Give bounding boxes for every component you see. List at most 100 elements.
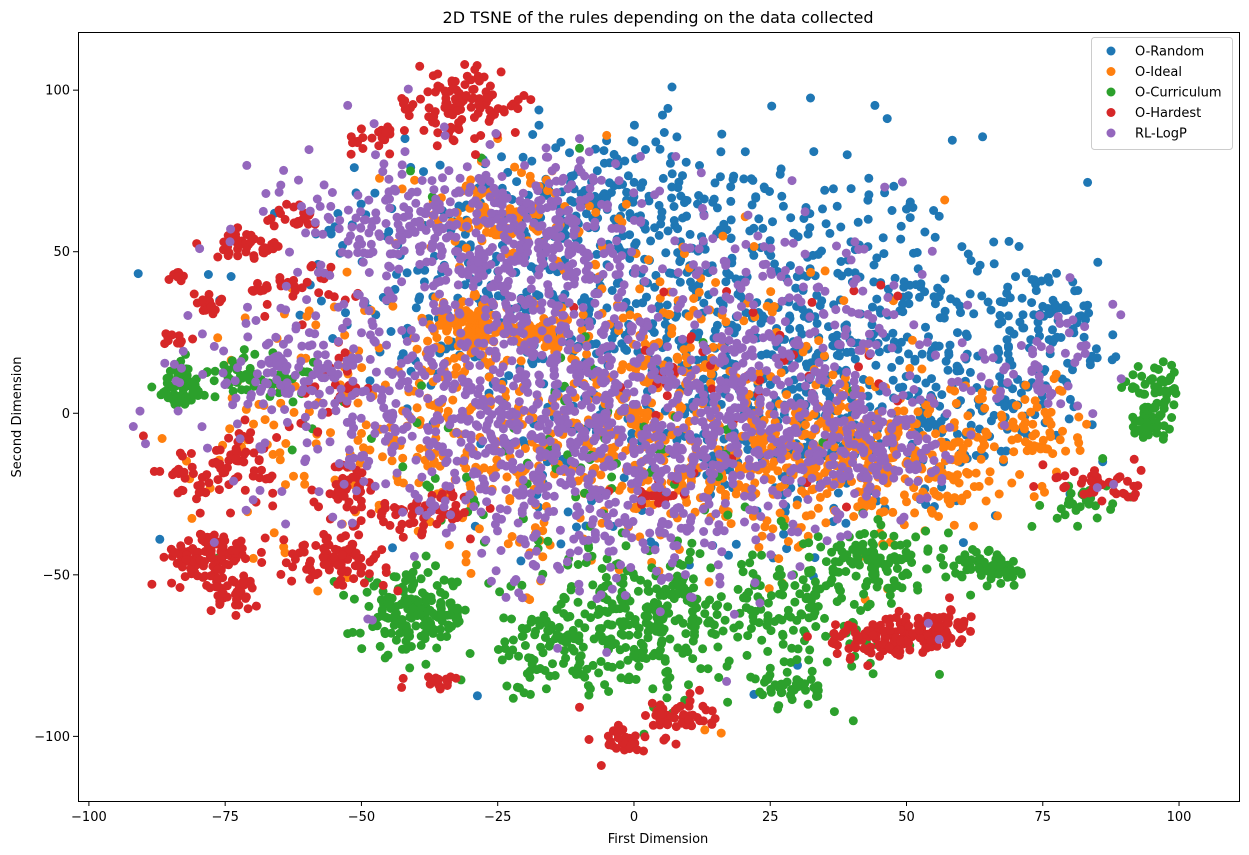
scatter-point: [391, 609, 401, 618]
scatter-point: [1106, 504, 1116, 514]
scatter-point: [684, 680, 693, 690]
scatter-point: [712, 610, 722, 620]
scatter-point: [349, 574, 359, 584]
scatter-point: [839, 296, 849, 306]
scatter-point: [584, 735, 594, 744]
scatter-point: [370, 481, 380, 491]
scatter-point: [449, 83, 459, 93]
scatter-point: [688, 574, 698, 584]
scatter-point: [779, 657, 789, 667]
scatter-point: [544, 641, 554, 651]
scatter-point: [917, 349, 927, 359]
scatter-point: [833, 406, 843, 416]
scatter-point: [1161, 395, 1171, 405]
scatter-point: [1003, 311, 1013, 321]
scatter-point: [423, 568, 433, 577]
scatter-point: [654, 230, 664, 240]
scatter-point: [583, 681, 593, 691]
scatter-point: [717, 129, 727, 139]
scatter-point: [520, 641, 530, 650]
scatter-point: [1070, 286, 1080, 296]
scatter-point: [397, 682, 407, 692]
scatter-point: [515, 683, 524, 693]
scatter-point: [580, 609, 590, 619]
scatter-point: [943, 528, 953, 538]
scatter-point: [863, 555, 873, 565]
scatter-point: [766, 287, 776, 297]
scatter-point: [978, 132, 988, 142]
scatter-point: [460, 605, 470, 615]
scatter-point: [187, 377, 197, 387]
scatter-point: [465, 314, 475, 324]
scatter-point: [918, 647, 928, 657]
scatter-point: [684, 715, 693, 725]
scatter-point: [662, 300, 672, 310]
scatter-point: [249, 419, 258, 429]
scatter-point: [966, 612, 976, 622]
scatter-point: [806, 565, 816, 575]
scatter-point: [698, 701, 708, 711]
scatter-point: [577, 325, 587, 335]
scatter-point: [955, 638, 964, 648]
scatter-point: [868, 630, 878, 640]
scatter-point: [939, 313, 949, 323]
scatter-point: [943, 618, 953, 628]
scatter-point: [395, 628, 405, 638]
scatter-point: [567, 643, 577, 653]
scatter-point: [662, 676, 672, 686]
scatter-point: [643, 602, 653, 612]
scatter-point: [269, 528, 279, 538]
scatter-point: [623, 171, 633, 181]
scatter-point: [522, 624, 532, 634]
scatter-point: [868, 302, 877, 312]
scatter-point: [695, 161, 704, 170]
scatter-point: [989, 237, 999, 247]
scatter-point: [667, 169, 677, 179]
scatter-point: [612, 278, 622, 288]
scatter-point: [1018, 323, 1028, 333]
scatter-point: [821, 518, 831, 528]
scatter-point: [971, 468, 981, 478]
scatter-point: [297, 283, 307, 293]
scatter-point: [184, 536, 193, 546]
scatter-point: [718, 231, 728, 241]
scatter-point: [233, 251, 243, 261]
scatter-point: [663, 719, 673, 729]
scatter-point: [1049, 334, 1059, 344]
scatter-point: [982, 430, 992, 440]
scatter-point: [212, 459, 222, 468]
scatter-point: [582, 349, 592, 359]
scatter-point: [565, 148, 574, 158]
scatter-point: [351, 548, 361, 558]
scatter-point: [639, 746, 648, 756]
scatter-point: [196, 530, 206, 540]
scatter-point: [890, 273, 900, 283]
scatter-point: [287, 445, 297, 455]
scatter-point: [622, 187, 632, 197]
scatter-point: [580, 293, 589, 303]
scatter-point: [726, 196, 736, 206]
scatter-point: [977, 291, 987, 301]
scatter-point: [1133, 481, 1143, 491]
scatter-point: [189, 289, 199, 299]
scatter-point: [699, 298, 709, 308]
scatter-point: [936, 286, 946, 296]
scatter-point: [908, 203, 918, 212]
scatter-point: [694, 191, 704, 200]
scatter-point: [874, 347, 884, 357]
scatter-point: [402, 268, 412, 278]
scatter-point: [348, 138, 357, 148]
scatter-point: [1063, 305, 1073, 315]
scatter-point: [588, 580, 598, 590]
scatter-point: [662, 391, 672, 401]
scatter-point: [949, 475, 959, 485]
scatter-point: [580, 623, 590, 633]
scatter-point: [965, 367, 975, 377]
scatter-point: [787, 643, 797, 653]
scatter-point: [934, 211, 944, 221]
scatter-point: [366, 509, 376, 519]
scatter-point: [433, 69, 443, 79]
scatter-point: [380, 498, 390, 508]
scatter-point: [726, 182, 736, 192]
scatter-point: [433, 81, 443, 91]
